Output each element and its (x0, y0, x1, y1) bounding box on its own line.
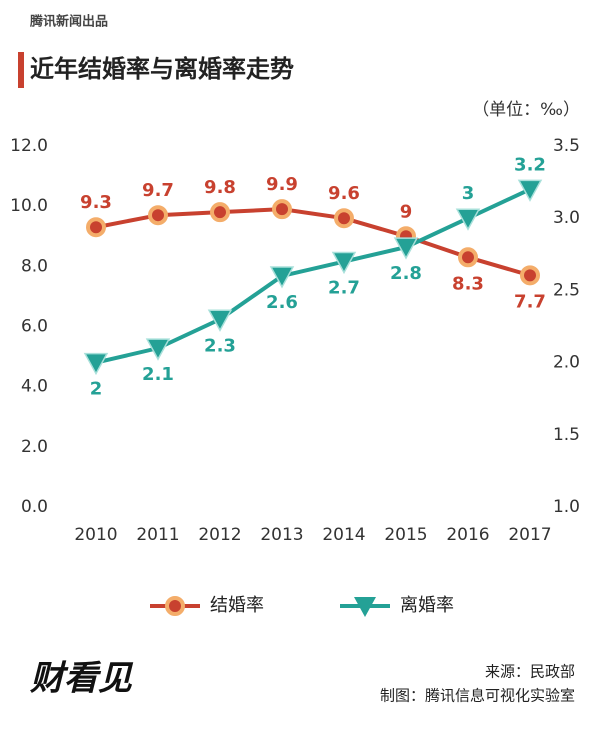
marker (86, 217, 106, 238)
x-tick-label: 2013 (260, 525, 303, 545)
y-tick-label: 6.0 (21, 317, 48, 337)
data-label: 3 (462, 183, 475, 204)
data-label: 8.3 (452, 273, 484, 294)
marker (210, 202, 230, 223)
marker (331, 251, 357, 275)
series-line (95, 187, 531, 365)
legend-marker (165, 596, 185, 616)
y-tick-label: 10.0 (10, 196, 48, 216)
data-label: 9.9 (266, 174, 298, 195)
y-tick-label: 12.0 (10, 136, 48, 156)
x-tick-label: 2017 (508, 525, 551, 545)
y-tick-label: 2.0 (21, 437, 48, 457)
marker (455, 208, 481, 231)
marker (458, 247, 478, 268)
data-label: 7.7 (514, 291, 546, 312)
data-label: 9 (400, 201, 413, 222)
marker (393, 237, 419, 260)
x-tick-label: 2015 (384, 525, 427, 545)
marker (269, 266, 295, 289)
data-label: 9.7 (142, 180, 174, 201)
chart-title: 近年结婚率与离婚率走势 (30, 55, 294, 83)
y2-tick-label: 3.0 (553, 208, 580, 228)
y-tick-label: 0.0 (21, 497, 48, 517)
y-tick-label: 4.0 (21, 377, 48, 397)
y2-tick-label: 1.0 (553, 497, 580, 517)
credit: 制图：腾讯信息可视化实验室 (380, 687, 575, 705)
data-label: 9.8 (204, 177, 236, 198)
source: 来源：民政部 (485, 663, 575, 681)
legend-label: 结婚率 (210, 595, 264, 616)
data-label: 2.7 (328, 278, 360, 299)
data-label: 2.3 (204, 335, 236, 356)
data-label: 2.6 (266, 292, 298, 313)
y2-tick-label: 2.5 (553, 280, 580, 300)
y2-tick-label: 3.5 (553, 136, 580, 156)
x-tick-label: 2012 (198, 525, 241, 545)
logo: 财看见 (30, 659, 134, 699)
marker (517, 179, 543, 202)
y2-tick-label: 2.0 (553, 353, 580, 373)
y2-tick-label: 1.5 (553, 425, 580, 445)
x-tick-label: 2010 (74, 525, 117, 545)
marker (520, 265, 540, 286)
marker (334, 208, 354, 229)
marker (83, 352, 109, 376)
legend-label: 离婚率 (400, 595, 454, 616)
series-line (95, 207, 531, 278)
x-tick-label: 2011 (136, 525, 179, 545)
y-tick-label: 8.0 (21, 256, 48, 276)
data-label: 9.6 (328, 183, 360, 204)
brand: 腾讯新闻出品 (29, 14, 108, 30)
marker (148, 205, 168, 226)
marker (207, 309, 233, 332)
x-tick-label: 2014 (322, 525, 365, 545)
legend-marker (354, 597, 376, 617)
title-accent (18, 52, 24, 88)
data-label: 2.1 (142, 364, 174, 385)
unit-label: （单位：‰） (472, 100, 580, 120)
data-label: 2.8 (390, 263, 422, 284)
data-label: 9.3 (80, 192, 112, 213)
data-label: 2 (90, 379, 103, 400)
data-label: 3.2 (514, 154, 546, 175)
marker (145, 338, 171, 361)
x-tick-label: 2016 (446, 525, 489, 545)
marker (272, 199, 292, 220)
